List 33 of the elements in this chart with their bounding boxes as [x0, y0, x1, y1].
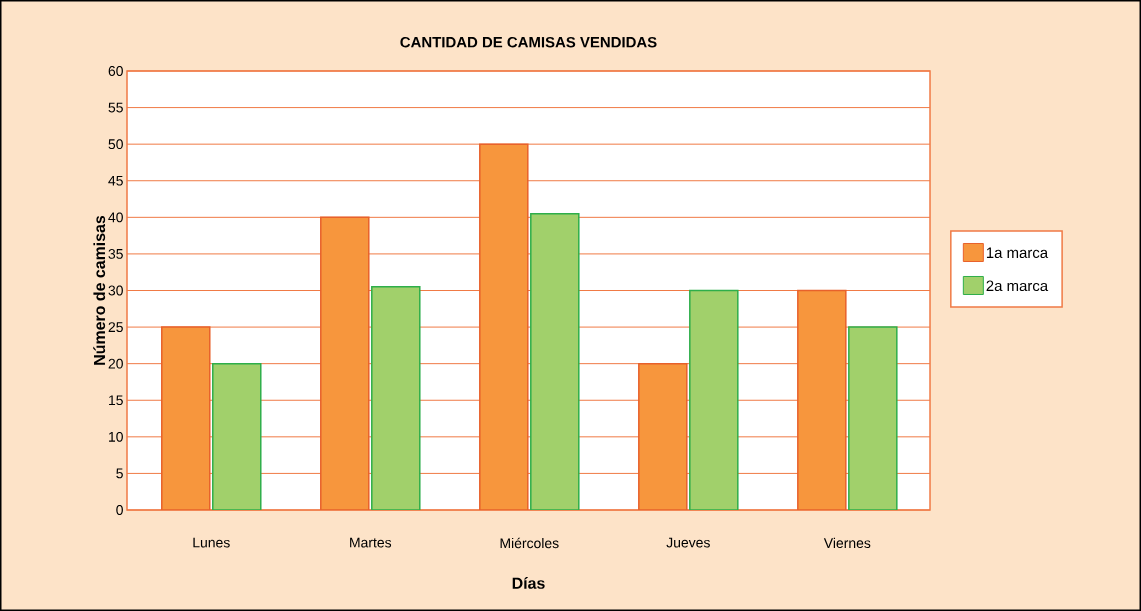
y-tick-label: 15 — [109, 395, 123, 406]
x-tick-label: Lunes — [193, 537, 230, 548]
y-tick-label: 30 — [108, 285, 123, 296]
x-tick-label: Miércoles — [500, 537, 559, 549]
bar — [638, 362, 688, 510]
y-tick-label: 10 — [109, 431, 123, 442]
y-tick-label: 55 — [108, 102, 123, 113]
legend-label: 1a marca — [986, 247, 1049, 259]
y-tick-label: 50 — [108, 139, 123, 150]
y-tick-label: 35 — [108, 248, 123, 259]
x-axis-title: Días — [512, 577, 545, 589]
legend-label: 2a marca — [986, 280, 1049, 292]
x-tick-label: Martes — [350, 537, 392, 548]
y-tick-label: 45 — [108, 175, 123, 186]
y-tick-label: 20 — [108, 358, 123, 369]
bar — [530, 212, 580, 510]
bar — [371, 286, 421, 510]
bar — [320, 216, 370, 510]
y-tick-label: 5 — [116, 468, 123, 479]
bar — [161, 326, 211, 510]
bar — [212, 362, 262, 510]
y-tick-label: 0 — [116, 505, 123, 515]
bar — [479, 143, 529, 510]
x-tick-label: Viernes — [823, 537, 871, 549]
y-tick-label: 40 — [108, 212, 123, 223]
bar — [689, 289, 739, 510]
y-tick-label: 60 — [108, 66, 123, 76]
bar — [797, 289, 847, 510]
x-tick-label: Jueves — [666, 537, 710, 548]
y-tick-label: 25 — [108, 322, 123, 333]
bar — [848, 326, 898, 510]
y-axis-title: Número de camisas — [93, 215, 106, 365]
chart-title: CANTIDAD DE CAMISAS VENDIDAS — [400, 36, 657, 48]
